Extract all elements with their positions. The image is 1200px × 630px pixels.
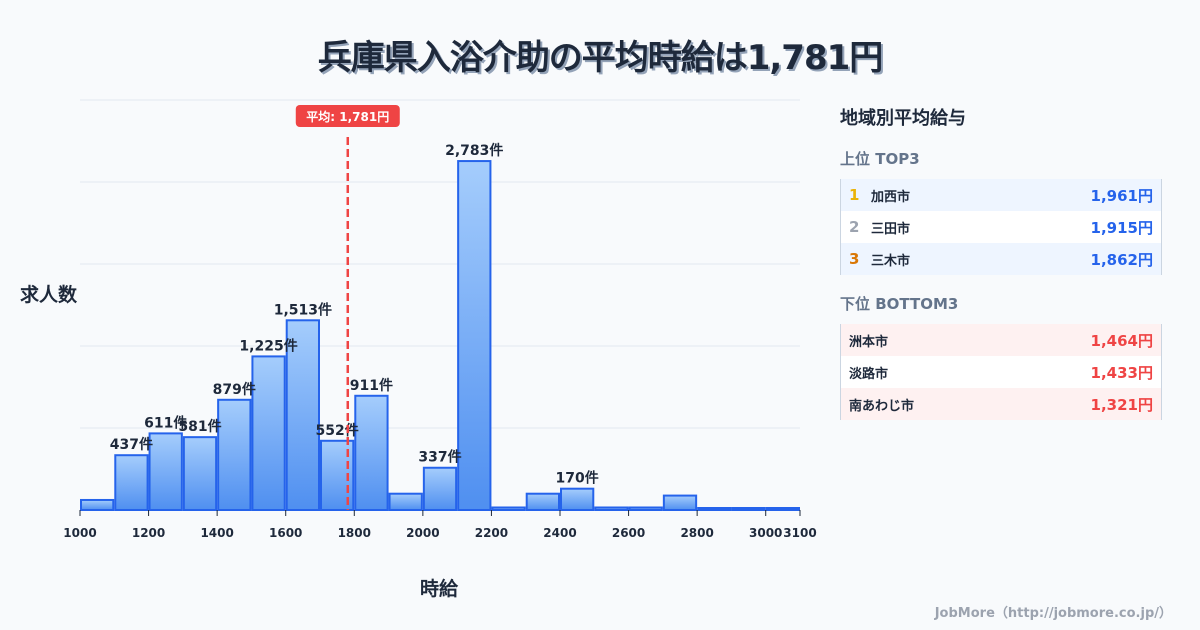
list-item: 2 三田市 1,915円	[841, 211, 1161, 243]
list-item: 3 三木市 1,862円	[841, 243, 1161, 275]
list-item: 1 加西市 1,961円	[841, 179, 1161, 211]
city-name: 洲本市	[849, 334, 889, 350]
bottom3-title: 下位 BOTTOM3	[840, 295, 959, 313]
x-tick-label: 2800	[680, 526, 713, 540]
rank-number: 2	[849, 218, 860, 236]
city-name: 三木市	[871, 253, 911, 269]
bar-value-label: 552件	[316, 422, 359, 439]
bottom3-list: 洲本市 1,464円 淡路市 1,433円 南あわじ市 1,321円	[840, 324, 1162, 420]
mean-marker: 平均: 1,781円	[295, 105, 400, 510]
panel-title: 地域別平均給与	[840, 108, 966, 129]
city-name: 南あわじ市	[849, 398, 915, 414]
x-tick-label: 1800	[338, 526, 371, 540]
x-tick-label: 1000	[63, 526, 96, 540]
bar-value-label: 879件	[213, 381, 256, 398]
salary-value: 1,961円	[1090, 186, 1153, 205]
list-item: 洲本市 1,464円	[841, 324, 1161, 356]
salary-value: 1,464円	[1090, 331, 1153, 350]
histogram-bar	[80, 498, 115, 512]
grid-lines	[80, 99, 800, 429]
top3-title: 上位 TOP3	[840, 150, 920, 168]
salary-value: 1,915円	[1090, 218, 1153, 237]
bar-value-label: 170件	[556, 470, 599, 487]
bar-value-label: 2,783件	[445, 142, 503, 159]
rank-number: 3	[849, 250, 860, 268]
x-tick-label: 2200	[475, 526, 508, 540]
histogram-bar	[114, 454, 149, 511]
salary-value: 1,862円	[1090, 250, 1153, 269]
x-axis-label: 時給	[420, 578, 459, 600]
histogram-bar	[148, 432, 183, 512]
x-tick-label: 1200	[132, 526, 165, 540]
y-axis-label: 求人数	[20, 284, 78, 306]
histogram-bar	[731, 507, 766, 511]
bar-value-label: 1,513件	[274, 301, 332, 318]
x-tick-label: 1400	[200, 526, 233, 540]
x-tick-label: 2400	[543, 526, 576, 540]
x-tick-label: 1600	[269, 526, 302, 540]
histogram-bar	[662, 494, 698, 512]
histogram-bar	[560, 487, 595, 512]
mean-label: 平均: 1,781円	[306, 109, 389, 124]
histogram-bar	[285, 319, 321, 511]
histogram-bar	[594, 506, 629, 511]
histogram-bar	[388, 492, 423, 512]
histogram-bar	[251, 355, 286, 512]
bar-value-label: 337件	[418, 449, 461, 466]
x-tick-label: 2000	[406, 526, 439, 540]
rank-number: 1	[849, 186, 860, 204]
city-name: 加西市	[871, 189, 911, 205]
top3-list: 1 加西市 1,961円 2 三田市 1,915円 3 三木市 1,862円	[840, 179, 1162, 275]
salary-value: 1,321円	[1090, 395, 1153, 414]
regional-salary-panel: 地域別平均給与 上位 TOP3 1 加西市 1,961円 2 三田市 1,915…	[840, 104, 1162, 438]
histogram-bar	[765, 507, 801, 511]
mean-badge	[295, 105, 400, 127]
histogram-bar	[525, 492, 561, 512]
list-item: 南あわじ市 1,321円	[841, 388, 1161, 420]
histogram-bar	[422, 466, 458, 512]
salary-value: 1,433円	[1090, 363, 1153, 382]
bar-value-label: 581件	[178, 418, 221, 435]
histogram-bar	[697, 507, 732, 511]
histogram-bar	[354, 394, 389, 512]
bar-value-label: 1,225件	[239, 337, 297, 354]
histogram-bar	[217, 398, 252, 512]
x-axis: 1000 1200 1400 1600 1800 2000 2200 2400 2600 2800…	[63, 510, 817, 540]
x-tick-label: 2600	[612, 526, 645, 540]
histogram-bar	[457, 160, 492, 511]
histogram-bar	[491, 506, 526, 511]
city-name: 淡路市	[849, 366, 889, 382]
city-name: 三田市	[871, 221, 911, 237]
list-item: 淡路市 1,433円	[841, 356, 1161, 388]
x-tick-label: 3100	[783, 526, 816, 540]
histogram-bar	[628, 506, 663, 511]
footer-credit: JobMore（http://jobmore.co.jp/）	[934, 606, 1172, 621]
bar-value-label: 437件	[110, 436, 153, 453]
bar-value-label: 611件	[144, 414, 187, 431]
histogram-bar	[182, 436, 218, 511]
x-tick-label: 3000	[749, 526, 782, 540]
bar-value-label: 911件	[350, 377, 393, 394]
page-title: 兵庫県入浴介助の平均時給は1,781円	[317, 38, 884, 78]
